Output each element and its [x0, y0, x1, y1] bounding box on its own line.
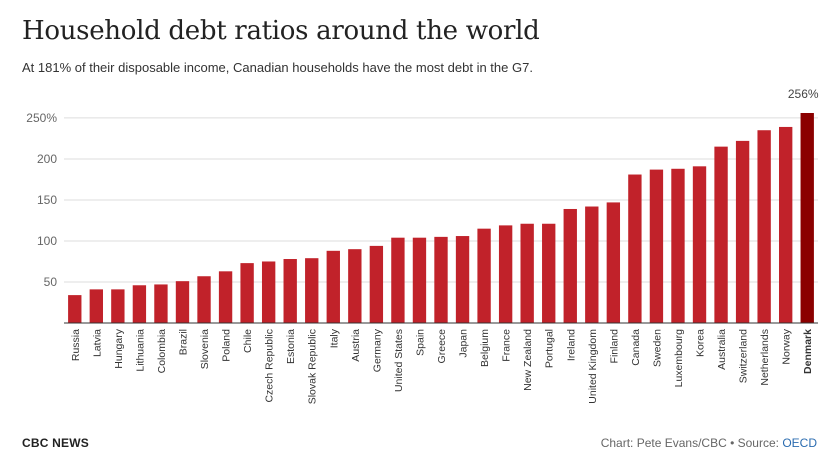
y-tick-label: 200 [37, 152, 57, 166]
x-tick-label: Switzerland [738, 329, 750, 383]
bar-brazil[interactable] [175, 281, 190, 323]
bar-luxembourg[interactable] [671, 168, 685, 323]
x-tick-label: United Kingdom [587, 329, 599, 404]
bar-chile[interactable] [240, 263, 254, 323]
bar-denmark[interactable] [800, 113, 814, 323]
bar-united-states[interactable] [391, 237, 405, 323]
bar-germany[interactable] [369, 245, 384, 323]
bar-belgium[interactable] [477, 228, 491, 323]
x-tick-label: Czech Republic [264, 329, 276, 403]
y-tick-label: 100 [37, 234, 57, 248]
bar-russia[interactable] [68, 295, 82, 323]
bar-united-kingdom[interactable] [585, 206, 599, 323]
x-tick-label: Russia [70, 329, 82, 361]
x-tick-label: Canada [630, 329, 642, 366]
x-tick-label: Finland [608, 329, 620, 364]
x-tick-label: Belgium [479, 329, 491, 367]
x-tick-label: Lithuania [134, 329, 146, 372]
bar-slovak-republic[interactable] [305, 258, 319, 323]
x-tick-label: Italy [328, 328, 340, 348]
bar-france[interactable] [498, 225, 513, 323]
x-tick-label: Portugal [544, 329, 556, 368]
bar-canada[interactable] [628, 174, 642, 323]
y-tick-label: 150 [37, 193, 57, 207]
bar-korea[interactable] [692, 166, 707, 323]
x-tick-label: Austria [350, 329, 362, 362]
x-tick-label: Greece [436, 329, 448, 364]
x-tick-label: Brazil [177, 329, 189, 355]
x-tick-label: Korea [695, 329, 707, 357]
credit-text: Chart: Pete Evans/CBC • Source: [600, 436, 783, 450]
x-tick-label: Poland [221, 329, 233, 362]
bar-austria[interactable] [348, 249, 362, 323]
y-tick-label: 50 [44, 275, 58, 289]
bar-italy[interactable] [326, 250, 340, 323]
bar-hungary[interactable] [111, 289, 125, 323]
x-tick-label: Ireland [565, 329, 577, 361]
x-tick-label: Colombia [156, 329, 168, 374]
x-tick-label: Australia [716, 329, 728, 370]
x-tick-label: Japan [458, 329, 470, 358]
bar-slovenia[interactable] [197, 276, 211, 323]
x-tick-label: Latvia [91, 329, 103, 357]
x-tick-label: Spain [414, 329, 426, 356]
bar-czech-republic[interactable] [261, 261, 276, 323]
bar-japan[interactable] [455, 236, 470, 323]
bar-ireland[interactable] [563, 208, 577, 323]
y-axis-ticks: 50 100 150 200 250% [26, 111, 57, 289]
x-tick-label: Norway [781, 328, 793, 364]
chart-subtitle: At 181% of their disposable income, Cana… [22, 60, 533, 75]
page-title: Household debt ratios around the world [22, 16, 540, 46]
bar-portugal[interactable] [542, 223, 556, 323]
x-tick-label: Estonia [285, 329, 297, 364]
bar-lithuania[interactable] [132, 285, 147, 323]
bar-australia[interactable] [714, 146, 728, 323]
chart-credit: Chart: Pete Evans/CBC • Source: OECD [601, 436, 817, 450]
x-tick-label: Luxembourg [673, 329, 685, 388]
x-tick-label: New Zealand [522, 329, 534, 391]
bar-new-zealand[interactable] [520, 223, 534, 323]
x-tick-label: Slovenia [199, 329, 211, 369]
bars [68, 113, 814, 323]
x-tick-label: Netherlands [759, 329, 771, 386]
x-tick-label: Hungary [113, 328, 125, 368]
bar-sweden[interactable] [649, 169, 664, 323]
bar-colombia[interactable] [154, 284, 168, 323]
bar-spain[interactable] [412, 237, 427, 323]
y-tick-label: 250% [26, 111, 57, 125]
x-tick-label: Chile [242, 329, 254, 353]
brand-logo: CBC NEWS [22, 436, 89, 450]
bar-norway[interactable] [779, 126, 793, 323]
x-tick-label: Denmark [802, 329, 814, 374]
bar-poland[interactable] [218, 271, 233, 323]
bar-netherlands[interactable] [757, 130, 771, 323]
highlight-value-label: 256% [788, 87, 819, 101]
bar-finland[interactable] [606, 202, 621, 323]
bar-switzerland[interactable] [735, 140, 750, 323]
x-tick-label: Germany [371, 328, 383, 372]
x-tick-label: United States [393, 329, 405, 392]
x-tick-label: Sweden [651, 329, 663, 367]
bar-greece[interactable] [434, 236, 448, 323]
x-tick-label: Slovak Republic [307, 329, 319, 404]
bar-estonia[interactable] [283, 259, 297, 323]
x-tick-label: France [501, 329, 513, 362]
bar-latvia[interactable] [89, 289, 103, 323]
source-link[interactable]: OECD [782, 436, 817, 450]
x-axis-labels: Russia Latvia Hungary Lithuania Colombia Braz… [70, 328, 814, 404]
